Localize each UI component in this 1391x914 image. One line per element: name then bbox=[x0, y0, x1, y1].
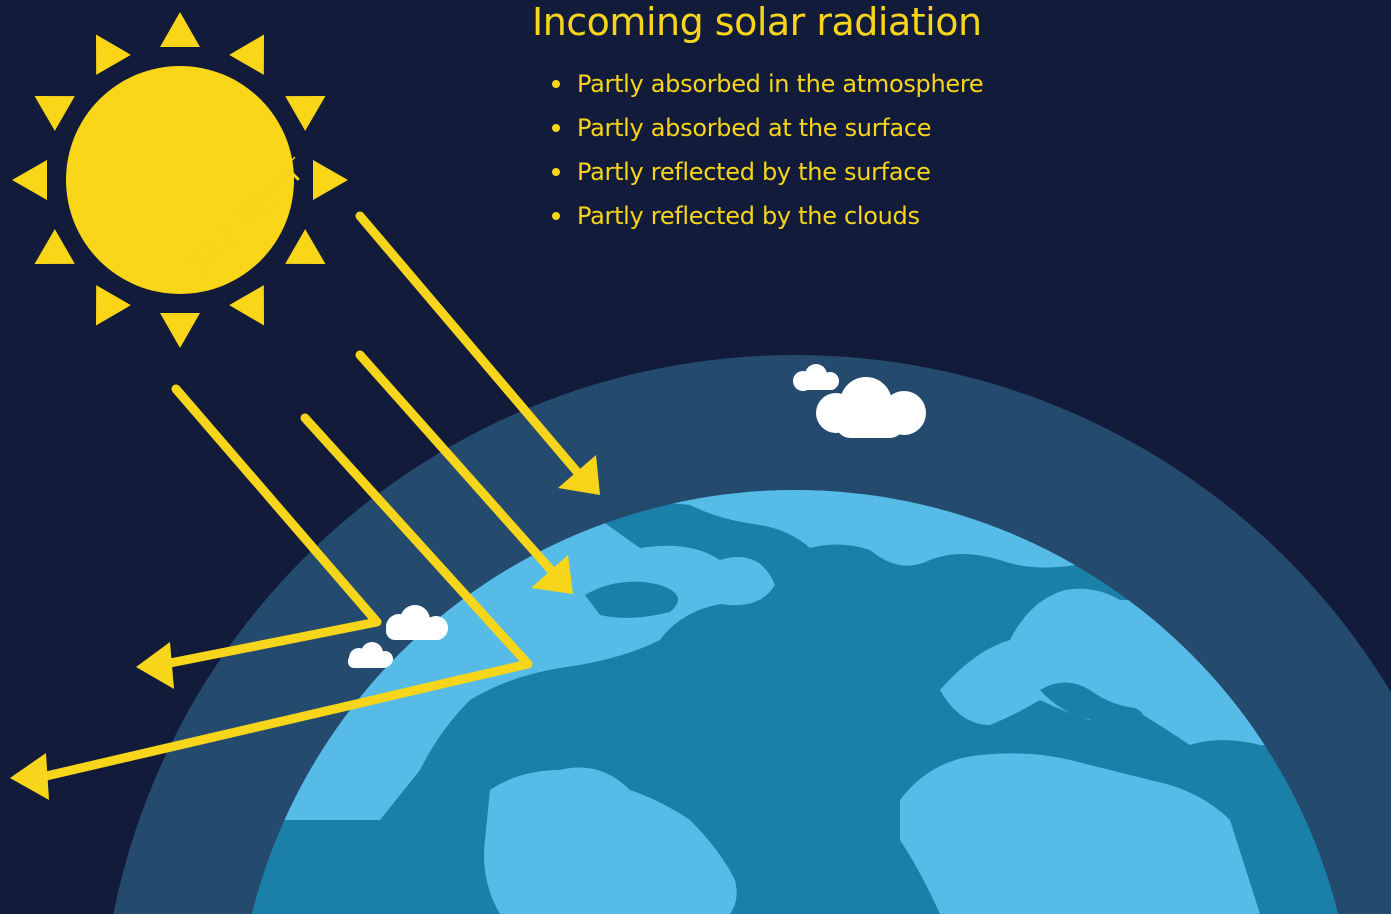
arrowheads bbox=[10, 455, 600, 800]
arrowhead-reflected-surface bbox=[10, 753, 49, 800]
arrowhead-surface bbox=[531, 555, 573, 594]
bullet-text: Partly reflected by the surface bbox=[577, 158, 931, 186]
bullet-dot bbox=[552, 80, 560, 88]
bullet-dot bbox=[552, 212, 560, 220]
bullet-item: Partly reflected by the surface bbox=[552, 154, 983, 198]
radiation-arrows bbox=[37, 211, 583, 782]
arrowhead-atmosphere bbox=[558, 455, 600, 495]
bullet-text: Partly reflected by the clouds bbox=[577, 202, 920, 230]
bullet-text: Partly absorbed in the atmosphere bbox=[577, 70, 984, 98]
cloud-mid-left bbox=[386, 605, 448, 640]
landmass-africa bbox=[900, 753, 1260, 914]
bullet-text: Partly absorbed at the surface bbox=[577, 114, 932, 142]
sun bbox=[12, 12, 348, 348]
arrowhead-reflected-clouds bbox=[136, 642, 174, 689]
arrow-reflected-clouds bbox=[155, 384, 382, 670]
landmass-south-america bbox=[484, 767, 737, 914]
arrow-reflected-surface bbox=[37, 413, 533, 782]
cloud-large-top bbox=[816, 377, 926, 438]
bullet-item: Partly reflected by the clouds bbox=[552, 198, 983, 242]
sun-rays bbox=[12, 12, 348, 348]
mediterranean bbox=[1040, 682, 1144, 728]
page-title: Incoming solar radiation bbox=[532, 0, 982, 44]
bullet-item: Partly absorbed in the atmosphere bbox=[552, 66, 984, 110]
arrow-absorbed-surface bbox=[355, 350, 556, 575]
bullet-item: Partly absorbed at the surface bbox=[552, 110, 983, 154]
cloud-low-left bbox=[348, 642, 393, 668]
cloud-small-top bbox=[793, 364, 839, 391]
arrow-absorbed-atmosphere bbox=[355, 211, 583, 478]
bullet-dot bbox=[552, 168, 560, 176]
sun-disc bbox=[66, 66, 294, 294]
hudson-bay bbox=[585, 581, 678, 618]
bullet-list: Partly absorbed in the atmosphere Partly… bbox=[552, 66, 984, 242]
bullet-dot bbox=[552, 124, 560, 132]
